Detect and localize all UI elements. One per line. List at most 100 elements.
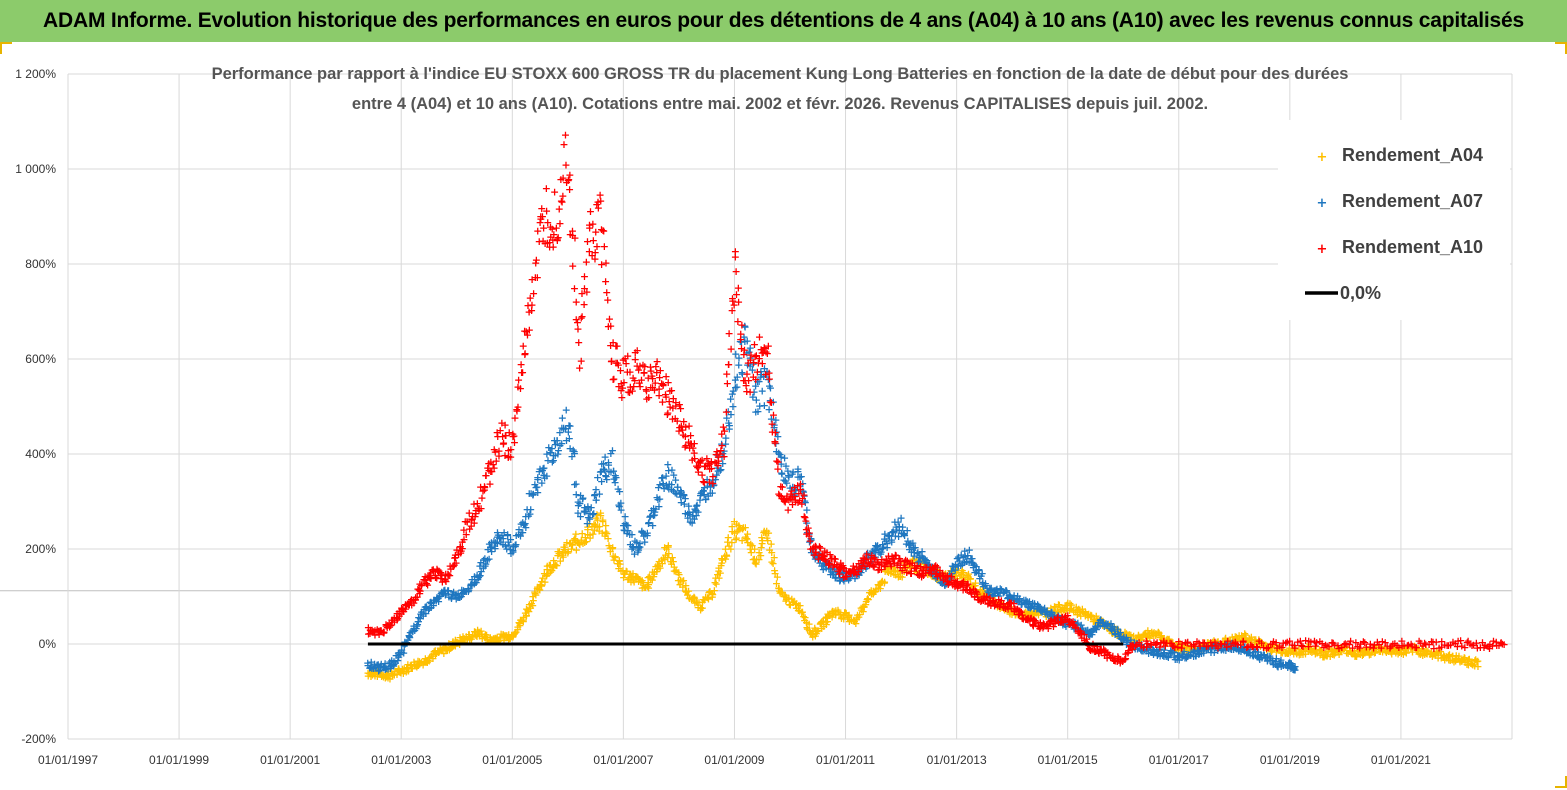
data-point: + xyxy=(1115,627,1124,640)
data-point: + xyxy=(568,260,577,273)
data-point: + xyxy=(446,642,455,655)
data-point: + xyxy=(511,626,520,639)
data-point: + xyxy=(533,582,542,595)
data-point: + xyxy=(455,635,464,648)
data-point: + xyxy=(746,537,755,550)
data-point: + xyxy=(367,666,376,679)
data-point: + xyxy=(953,572,962,585)
data-point: + xyxy=(981,591,990,604)
data-point: + xyxy=(578,527,587,540)
data-point: + xyxy=(674,566,683,579)
data-point: + xyxy=(775,582,784,595)
data-point: + xyxy=(451,639,460,652)
data-point: + xyxy=(1017,610,1026,623)
data-point: + xyxy=(460,632,469,645)
data-point: + xyxy=(601,526,610,539)
data-point: + xyxy=(722,548,731,561)
data-point: + xyxy=(1005,600,1014,613)
data-point: + xyxy=(845,608,854,621)
data-point: + xyxy=(557,548,566,561)
data-point: + xyxy=(570,447,579,460)
data-point: + xyxy=(743,527,752,540)
data-point: + xyxy=(1081,610,1090,623)
data-point: + xyxy=(604,539,613,552)
data-point: + xyxy=(626,568,635,581)
data-point: + xyxy=(819,620,828,633)
data-point: + xyxy=(412,661,421,674)
data-point: + xyxy=(728,525,737,538)
data-point: + xyxy=(880,565,889,578)
data-point: + xyxy=(981,588,990,601)
data-point: + xyxy=(802,616,811,629)
data-point: + xyxy=(1086,609,1095,622)
data-point: + xyxy=(531,587,540,600)
data-point: + xyxy=(563,547,572,560)
data-point: + xyxy=(1114,624,1123,637)
data-point: + xyxy=(762,525,771,538)
data-point: + xyxy=(1119,632,1128,645)
data-point: + xyxy=(676,402,685,415)
data-point: + xyxy=(957,568,966,581)
data-point: + xyxy=(543,567,552,580)
data-point: + xyxy=(1059,604,1068,617)
data-point: + xyxy=(624,571,633,584)
data-point: + xyxy=(878,574,887,587)
data-point: + xyxy=(893,565,902,578)
data-point: + xyxy=(1089,612,1098,625)
data-point: + xyxy=(588,528,597,541)
data-point: + xyxy=(987,596,996,609)
data-point: + xyxy=(1108,627,1117,640)
data-point: + xyxy=(734,519,743,532)
data-point: + xyxy=(414,659,423,672)
data-point: + xyxy=(1143,630,1152,643)
data-point: + xyxy=(459,636,468,649)
data-point: + xyxy=(1076,609,1085,622)
data-point: + xyxy=(816,616,825,629)
data-point: + xyxy=(608,541,617,554)
data-point: + xyxy=(634,572,643,585)
data-point: + xyxy=(785,598,794,611)
data-point: + xyxy=(973,587,982,600)
data-point: + xyxy=(608,542,617,555)
data-point: + xyxy=(457,634,466,647)
data-point: + xyxy=(852,612,861,625)
data-point: + xyxy=(464,628,473,641)
data-point: + xyxy=(757,541,766,554)
data-point: + xyxy=(1002,600,1011,613)
data-point: + xyxy=(1021,610,1030,623)
data-point: + xyxy=(1046,609,1055,622)
data-point: + xyxy=(844,610,853,623)
data-point: + xyxy=(912,553,921,566)
data-point: + xyxy=(1156,631,1165,644)
data-point: + xyxy=(992,597,1001,610)
data-point: + xyxy=(984,588,993,601)
data-point: + xyxy=(1106,623,1115,636)
data-point: + xyxy=(1110,621,1119,634)
data-point: + xyxy=(1163,637,1172,650)
data-point: + xyxy=(734,282,743,295)
data-point: + xyxy=(1100,618,1109,631)
data-point: + xyxy=(463,633,472,646)
data-point: + xyxy=(841,607,850,620)
data-point: + xyxy=(435,645,444,658)
x-tick-label: 01/01/2011 xyxy=(816,753,875,767)
data-point: + xyxy=(608,444,617,457)
data-point: + xyxy=(842,607,851,620)
data-point: + xyxy=(971,579,980,592)
data-point: + xyxy=(364,669,373,682)
data-point: + xyxy=(837,611,846,624)
data-point: + xyxy=(829,607,838,620)
data-point: + xyxy=(496,633,505,646)
data-point: + xyxy=(1152,628,1161,641)
data-point: + xyxy=(627,570,636,583)
data-point: + xyxy=(816,618,825,631)
data-point: + xyxy=(1065,604,1074,617)
data-point: + xyxy=(613,557,622,570)
x-tick-label: 01/01/1997 xyxy=(38,753,98,767)
data-point: + xyxy=(823,615,832,628)
data-point: + xyxy=(432,647,441,660)
data-point: + xyxy=(795,605,804,618)
data-point: + xyxy=(1097,614,1106,627)
data-point: + xyxy=(468,630,477,643)
data-point: + xyxy=(666,555,675,568)
